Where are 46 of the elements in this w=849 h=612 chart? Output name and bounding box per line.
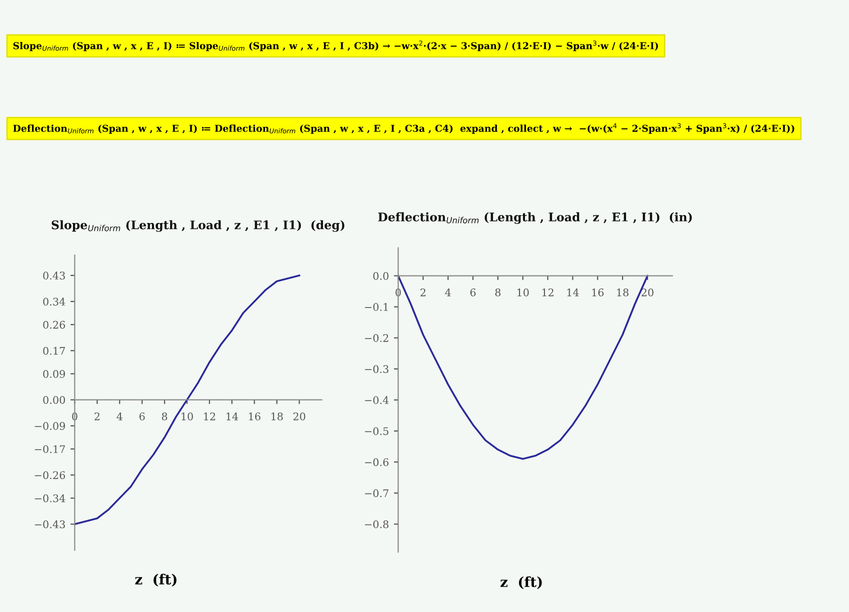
x-tick-label: 20 [293, 412, 306, 420]
x-tick-label: 18 [617, 288, 628, 296]
x-tick-label: 14 [226, 412, 238, 420]
y-tick-label: 0.00 [43, 396, 65, 404]
y-tick-label: 0.43 [43, 272, 65, 280]
x-tick-label: 12 [204, 412, 216, 420]
y-tick-label: 0.09 [43, 370, 65, 378]
y-tick-label: −0.6 [364, 458, 388, 466]
x-tick-label: 18 [271, 412, 283, 420]
y-tick-label: −0.17 [34, 445, 65, 454]
y-tick-label: 0.17 [43, 346, 65, 355]
y-tick-label: −0.1 [364, 303, 388, 311]
y-tick-label: −0.26 [34, 471, 66, 480]
y-tick-label: 0.26 [43, 320, 66, 329]
y-tick-label: 0.0 [373, 272, 388, 280]
x-tick-label: 8 [162, 412, 168, 420]
text: Slope$_{Uniform}$ (Span , w , x , E , I) ≔ Slope$_{Uniform}$ (Span , w , x , E , I , C3b) → −w·x$^{2}$·(2·x − 3·Span) / (12·E·I) − Span$^{3}$·w / (24·E·I) [13, 40, 658, 52]
chart-title: Slope$_{Uniform}$ (Length , Load , z , E1 , I1) (deg) [52, 220, 344, 232]
chart-title: Deflection$_{Uniform}$ (Length , Load , z , E1 , I1) (in) [378, 212, 692, 224]
y-tick-label: −0.8 [364, 520, 388, 528]
x-tick-label: 6 [139, 412, 145, 420]
y-tick-label: −0.7 [364, 489, 388, 498]
x-tick-label: 10 [182, 412, 193, 420]
x-tick-label: 4 [445, 288, 451, 296]
y-tick-label: −0.43 [34, 520, 65, 528]
x-tick-label: 14 [567, 288, 579, 296]
x-tick-label: 20 [642, 288, 654, 296]
y-tick-label: −0.09 [34, 422, 65, 430]
y-tick-label: −0.5 [364, 427, 388, 436]
x-tick-label: 16 [249, 412, 260, 420]
x-tick-label: 4 [116, 412, 122, 420]
x-tick-label: 10 [517, 288, 529, 296]
x-tick-label: 8 [495, 288, 501, 296]
x-tick-label: 16 [592, 288, 604, 296]
x-tick-label: 6 [470, 288, 476, 296]
x-tick-label: 2 [94, 412, 100, 420]
text: Deflection$_{Uniform}$ (Span , w , x , E , I) ≔ Deflection$_{Uniform}$ (Span , w , x , E , I , C3a , C4) expand , collect , w → −(w·(x$^{4}$ − 2·Span·x$^{3}$ + Span$^{3}$·x) / (24·E·I)) [13, 123, 794, 134]
y-tick-label: −0.4 [364, 396, 389, 404]
y-tick-label: 0.34 [43, 298, 66, 306]
y-tick-label: −0.2 [364, 334, 388, 342]
y-tick-label: −0.34 [34, 494, 66, 502]
x-axis-title: z (ft) [135, 574, 176, 587]
x-axis-title: z (ft) [500, 576, 542, 590]
x-tick-label: 12 [542, 288, 554, 296]
x-tick-label: 2 [420, 288, 426, 296]
y-tick-label: −0.3 [364, 365, 388, 374]
